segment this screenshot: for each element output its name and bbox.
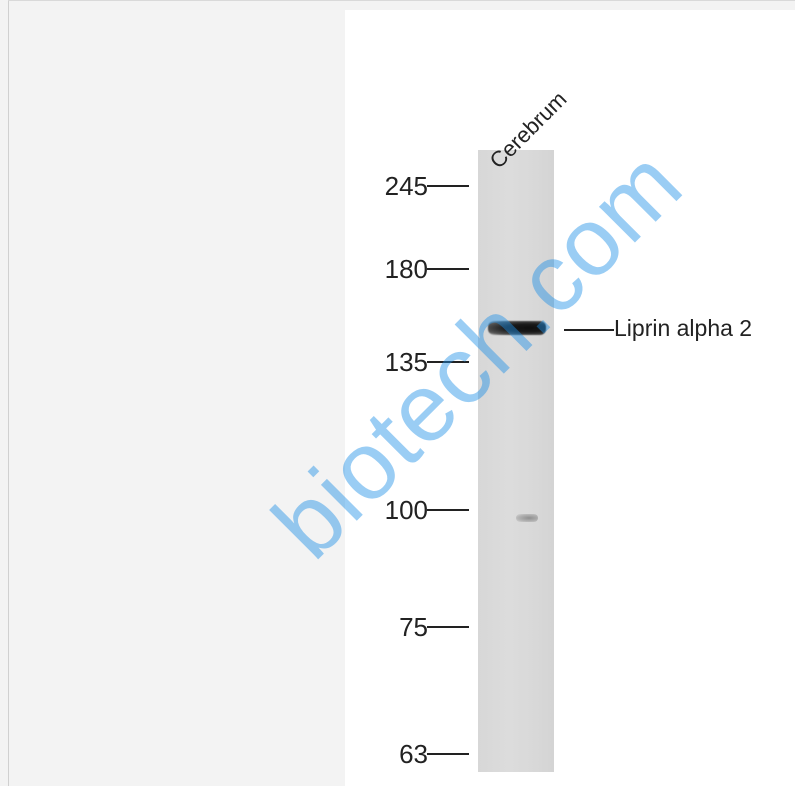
marker-label-100: 100	[384, 495, 428, 525]
marker-label-245: 245	[384, 171, 428, 201]
marker-label-75: 75	[399, 612, 428, 642]
protein-band-faint	[516, 514, 538, 522]
band-label: Liprin alpha 2	[614, 315, 753, 341]
marker-label-180: 180	[384, 254, 428, 284]
marker-tick-245	[427, 185, 469, 187]
marker-tick-75	[427, 626, 469, 628]
gel-lane	[478, 150, 554, 772]
marker-tick-180	[427, 268, 469, 270]
marker-tick-100	[427, 509, 469, 511]
marker-label-135: 135	[384, 347, 428, 377]
marker-tick-63	[427, 753, 469, 755]
frame-divider-top	[8, 0, 795, 1]
protein-band-main	[488, 321, 546, 335]
marker-tick-135	[427, 361, 469, 363]
band-label-leader-line	[564, 329, 614, 331]
marker-label-63: 63	[399, 739, 428, 769]
frame-divider-left	[8, 0, 9, 786]
western-blot-panel	[345, 10, 795, 786]
